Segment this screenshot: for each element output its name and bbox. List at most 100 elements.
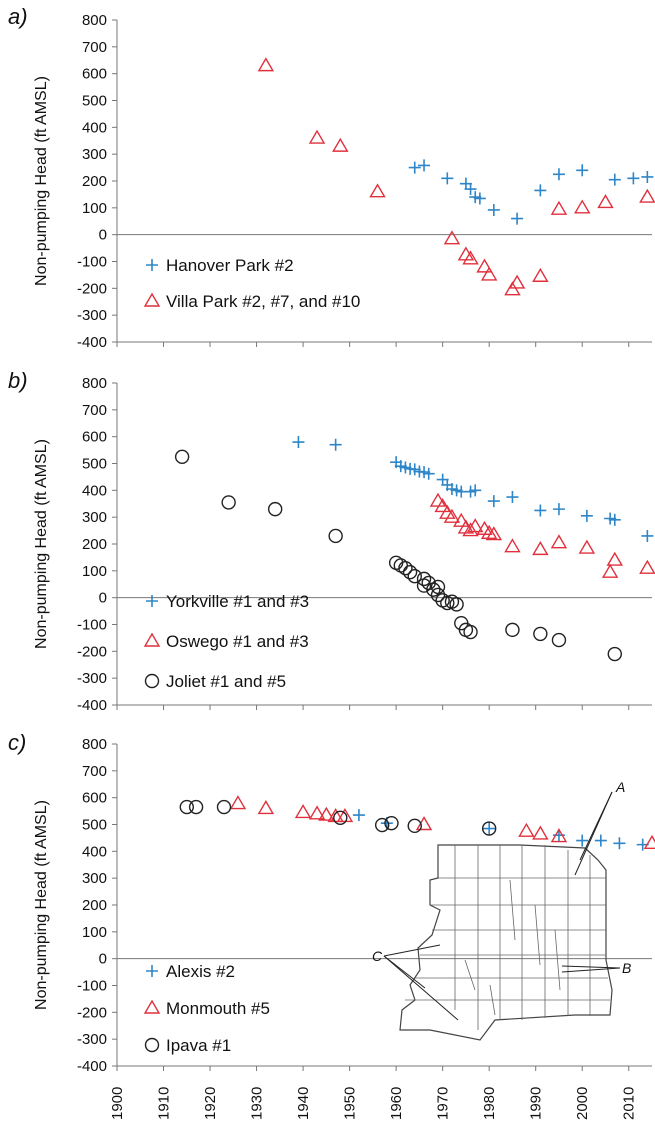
- y-tick-label: 800: [82, 736, 107, 753]
- data-point: [576, 164, 589, 177]
- y-tick-label: 400: [82, 482, 107, 499]
- data-point: [481, 821, 497, 836]
- data-point: [398, 560, 413, 576]
- data-point: [532, 267, 549, 282]
- data-point: [457, 246, 475, 261]
- data-point: [594, 834, 607, 847]
- county-line: [534, 904, 541, 966]
- y-tick-label: -100: [77, 978, 107, 995]
- y-tick-label: -200: [77, 280, 107, 297]
- county-line: [554, 929, 561, 991]
- x-tick-label: 1900: [109, 1087, 126, 1120]
- y-tick-label: 500: [82, 93, 107, 110]
- data-point: [480, 266, 498, 281]
- pointer-line: [383, 955, 459, 1021]
- data-point: [294, 804, 312, 819]
- legend-entry: Joliet #1 and #5: [166, 672, 286, 691]
- map-label-b: B: [622, 960, 631, 976]
- pointer-line: [561, 967, 621, 973]
- panel-b: b) -400 -300 -200 -100 0 100 200 300 400 500 600 700…: [8, 368, 655, 714]
- data-point: [188, 799, 204, 815]
- data-point: [643, 834, 655, 849]
- data-point: [473, 192, 486, 205]
- data-point: [422, 467, 435, 480]
- panel-a: a) -400 -300 -200 -100 0 100 200 300 400 500 600 700…: [8, 4, 655, 351]
- data-point: [573, 199, 591, 214]
- data-point: [469, 484, 482, 497]
- y-tick-label: 300: [82, 870, 107, 887]
- y-tick-label: 600: [82, 66, 107, 83]
- y-tick-label: -300: [77, 670, 107, 687]
- data-point: [511, 212, 524, 225]
- data-point: [534, 504, 547, 517]
- data-point: [576, 834, 589, 847]
- data-point: [374, 817, 390, 833]
- data-point: [174, 449, 190, 464]
- pointer-line: [574, 791, 613, 876]
- data-point: [407, 569, 422, 584]
- county-line: [509, 879, 516, 941]
- panel-letter: c): [8, 730, 26, 755]
- data-point: [430, 579, 446, 595]
- inset-map-illinois-counties: A B C: [372, 779, 631, 1041]
- data-point: [229, 795, 247, 810]
- y-tick-label: 800: [82, 375, 107, 392]
- y-tick-label: -400: [77, 1058, 107, 1075]
- data-point: [534, 184, 547, 197]
- data-point: [608, 513, 621, 526]
- y-tick-label: 200: [82, 173, 107, 190]
- y-tick-label: 0: [99, 951, 107, 968]
- data-point: [533, 626, 548, 642]
- data-point: [552, 503, 565, 516]
- y-tick-label: 600: [82, 790, 107, 807]
- data-point: [332, 137, 349, 152]
- legend-entry: Oswego #1 and #3: [166, 632, 309, 651]
- data-point: [292, 436, 305, 449]
- data-point: [333, 810, 348, 825]
- data-point: [504, 538, 521, 553]
- x-tick-label: 1920: [202, 1087, 219, 1120]
- data-point: [608, 173, 621, 186]
- x-tick-label: 2000: [574, 1087, 591, 1120]
- y-tick-label: -100: [77, 617, 107, 634]
- legend-entry: Villa Park #2, #7, and #10: [166, 292, 360, 311]
- y-tick-label: 300: [82, 146, 107, 163]
- legend-marker: [146, 595, 158, 607]
- x-tick-label: 1960: [388, 1087, 405, 1120]
- data-point: [407, 818, 422, 834]
- data-point: [384, 815, 399, 831]
- y-tick-label: 500: [82, 456, 107, 473]
- state-outline: [399, 844, 613, 1041]
- data-point: [449, 597, 464, 612]
- data-point: [505, 622, 520, 638]
- data-point: [328, 528, 343, 544]
- data-point: [393, 558, 408, 573]
- data-point: [578, 539, 596, 554]
- y-tick-label: 0: [99, 227, 107, 244]
- y-tick-label: 200: [82, 536, 107, 553]
- data-point: [418, 159, 431, 172]
- x-tick-label: 1950: [342, 1087, 359, 1120]
- data-point: [532, 825, 549, 840]
- data-point: [463, 624, 478, 640]
- data-point: [434, 498, 451, 513]
- x-tick-label: 2010: [621, 1087, 638, 1120]
- data-point: [216, 799, 232, 815]
- y-tick-label: -200: [77, 1004, 107, 1021]
- y-tick-label: 400: [82, 119, 107, 136]
- y-tick-label: 800: [82, 12, 107, 29]
- legend-marker: [143, 292, 161, 307]
- legend-entry: Alexis #2: [166, 962, 235, 981]
- data-point: [416, 571, 432, 587]
- data-point: [641, 529, 654, 542]
- x-tick-label: 1930: [249, 1087, 266, 1120]
- data-point: [627, 172, 640, 185]
- data-point: [641, 170, 654, 183]
- y-tick-label: -300: [77, 1031, 107, 1048]
- data-point: [308, 805, 326, 820]
- data-point: [453, 512, 470, 527]
- y-tick-label: -400: [77, 334, 107, 351]
- data-point: [444, 594, 460, 609]
- data-point: [408, 161, 421, 174]
